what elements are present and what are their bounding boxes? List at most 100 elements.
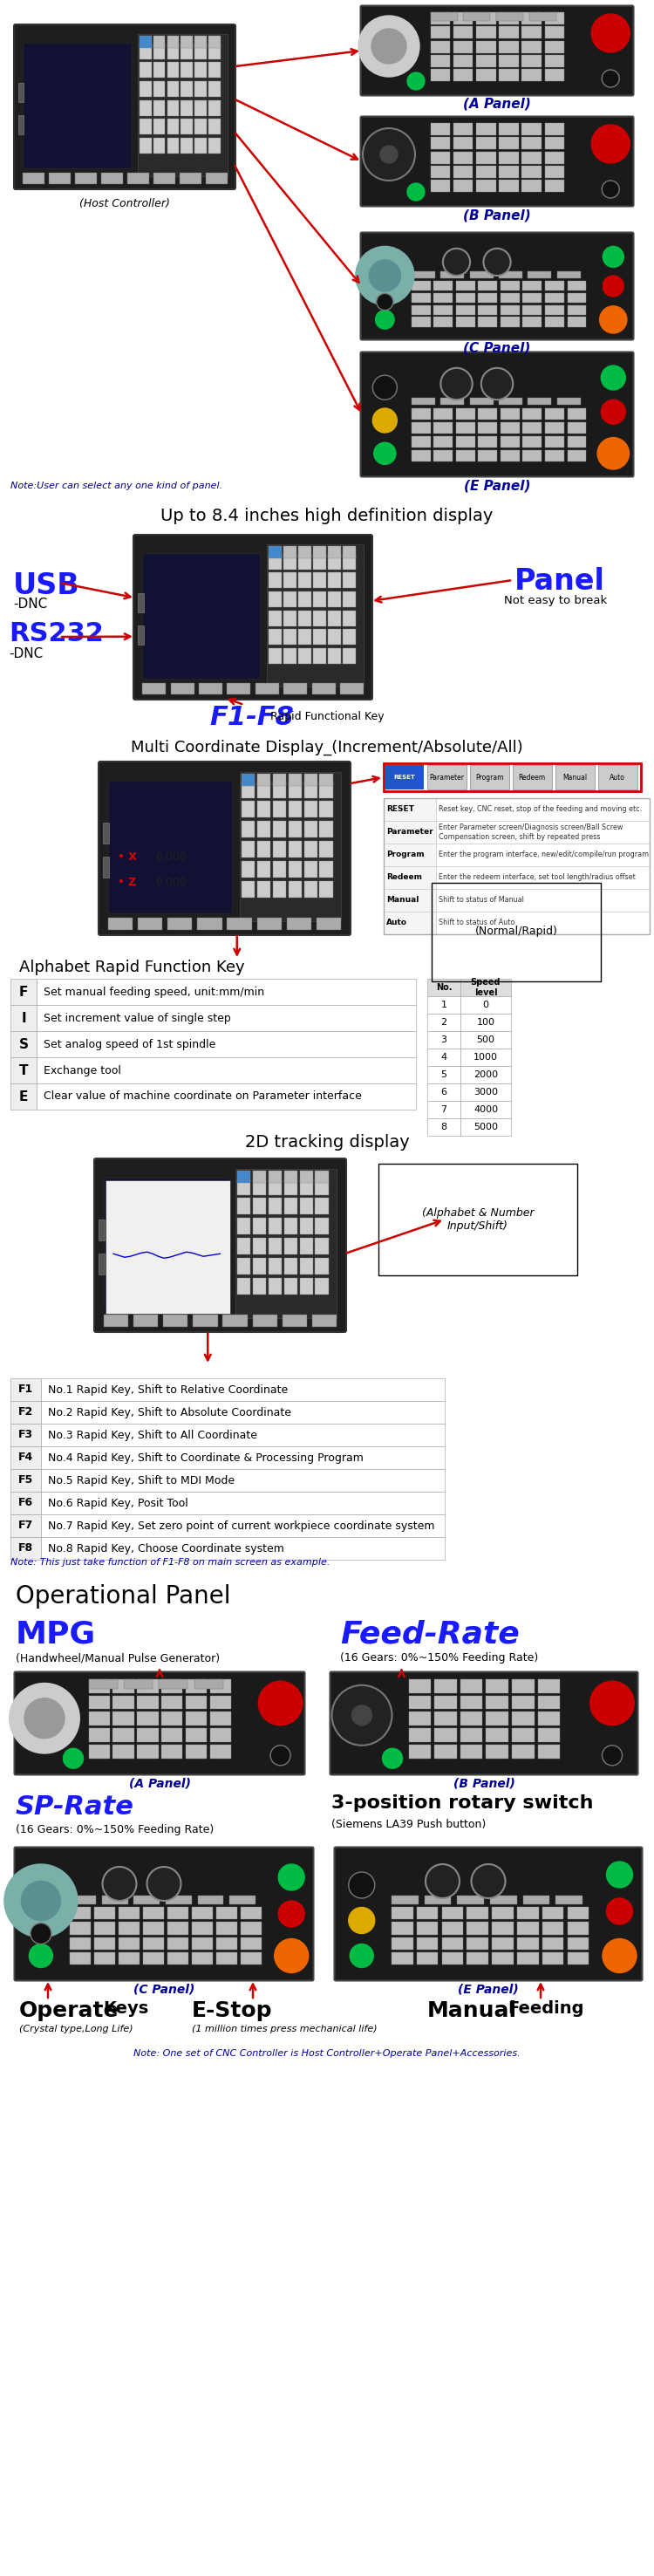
Bar bbox=[434, 1695, 456, 1710]
Circle shape bbox=[350, 1945, 373, 1968]
Bar bbox=[139, 36, 152, 49]
Bar bbox=[460, 1100, 511, 1118]
Text: 2D tracking display: 2D tracking display bbox=[245, 1133, 409, 1151]
Circle shape bbox=[363, 129, 415, 180]
Bar bbox=[142, 554, 260, 677]
Circle shape bbox=[374, 443, 396, 464]
Bar bbox=[165, 1896, 192, 1904]
Bar bbox=[304, 881, 317, 896]
Bar bbox=[153, 80, 165, 98]
FancyBboxPatch shape bbox=[360, 353, 634, 477]
Bar bbox=[430, 26, 450, 39]
Text: MPG: MPG bbox=[16, 1620, 96, 1649]
Bar bbox=[522, 13, 542, 23]
Bar bbox=[478, 304, 497, 314]
Bar bbox=[300, 1177, 313, 1195]
Bar bbox=[257, 781, 271, 799]
Text: S: S bbox=[19, 1038, 28, 1051]
Bar bbox=[384, 912, 436, 935]
Bar bbox=[436, 822, 649, 842]
Bar bbox=[442, 1953, 463, 1965]
Bar bbox=[409, 1744, 431, 1759]
Text: 1: 1 bbox=[441, 999, 447, 1010]
Bar bbox=[18, 82, 24, 103]
Bar bbox=[194, 1680, 223, 1690]
Bar bbox=[460, 1713, 483, 1726]
Bar bbox=[430, 70, 450, 82]
Bar bbox=[499, 70, 519, 82]
Bar bbox=[198, 1896, 224, 1904]
Bar bbox=[269, 554, 282, 569]
Bar bbox=[512, 1744, 534, 1759]
Text: 2: 2 bbox=[441, 1018, 447, 1028]
Bar bbox=[313, 554, 326, 569]
Bar bbox=[143, 1906, 164, 1919]
Bar bbox=[460, 1744, 483, 1759]
Bar bbox=[384, 889, 436, 912]
Bar bbox=[41, 1515, 445, 1538]
Bar bbox=[313, 546, 326, 559]
Bar bbox=[343, 649, 356, 665]
Text: (Crystal type,Long Life): (Crystal type,Long Life) bbox=[19, 2025, 133, 2032]
Bar bbox=[320, 822, 333, 837]
Bar bbox=[284, 592, 296, 608]
Bar bbox=[162, 1713, 182, 1726]
Bar bbox=[568, 1953, 589, 1965]
Bar bbox=[460, 1680, 483, 1692]
Bar bbox=[102, 1896, 128, 1904]
Bar bbox=[181, 118, 193, 134]
Bar bbox=[222, 1314, 247, 1327]
Bar bbox=[269, 592, 282, 608]
Bar bbox=[210, 1713, 232, 1726]
Circle shape bbox=[373, 376, 397, 399]
Text: -DNC: -DNC bbox=[9, 647, 43, 659]
Bar bbox=[216, 1937, 237, 1950]
Bar bbox=[555, 765, 594, 788]
Bar bbox=[545, 304, 564, 314]
Circle shape bbox=[407, 72, 424, 90]
Bar bbox=[522, 26, 542, 39]
Bar bbox=[257, 773, 271, 786]
Text: (E Panel): (E Panel) bbox=[458, 1984, 519, 1994]
Bar bbox=[460, 1728, 483, 1741]
Bar bbox=[137, 1695, 158, 1710]
Bar bbox=[252, 1278, 266, 1296]
Bar bbox=[460, 979, 511, 997]
Bar bbox=[538, 1695, 560, 1710]
Bar bbox=[528, 397, 551, 404]
Bar bbox=[453, 152, 473, 165]
Bar bbox=[284, 554, 296, 569]
Bar bbox=[499, 41, 519, 54]
Bar bbox=[542, 1953, 564, 1965]
Bar bbox=[288, 840, 301, 858]
Circle shape bbox=[602, 180, 619, 198]
Bar bbox=[312, 683, 336, 696]
Bar bbox=[227, 917, 252, 930]
Bar bbox=[456, 281, 475, 291]
Bar bbox=[216, 1906, 237, 1919]
Bar bbox=[194, 62, 207, 77]
Bar bbox=[288, 860, 301, 878]
Bar bbox=[269, 611, 282, 626]
Bar bbox=[192, 1922, 213, 1935]
Bar bbox=[417, 1937, 438, 1950]
Bar bbox=[460, 1066, 511, 1084]
Circle shape bbox=[31, 1924, 52, 1945]
Bar bbox=[517, 1906, 538, 1919]
Text: Shift to status of Manual: Shift to status of Manual bbox=[439, 896, 524, 904]
Text: Auto: Auto bbox=[610, 773, 625, 781]
Bar bbox=[119, 1922, 139, 1935]
Circle shape bbox=[426, 1865, 460, 1899]
Bar bbox=[538, 1680, 560, 1692]
Bar bbox=[88, 1728, 110, 1741]
Bar bbox=[304, 781, 317, 799]
Text: (Host Controller): (Host Controller) bbox=[79, 198, 170, 209]
Bar bbox=[427, 1100, 460, 1118]
Bar bbox=[522, 54, 542, 67]
Bar bbox=[257, 840, 271, 858]
Bar bbox=[500, 435, 519, 448]
Bar bbox=[94, 1953, 115, 1965]
Bar bbox=[538, 1728, 560, 1741]
Bar bbox=[434, 422, 453, 433]
Bar bbox=[530, 13, 557, 21]
